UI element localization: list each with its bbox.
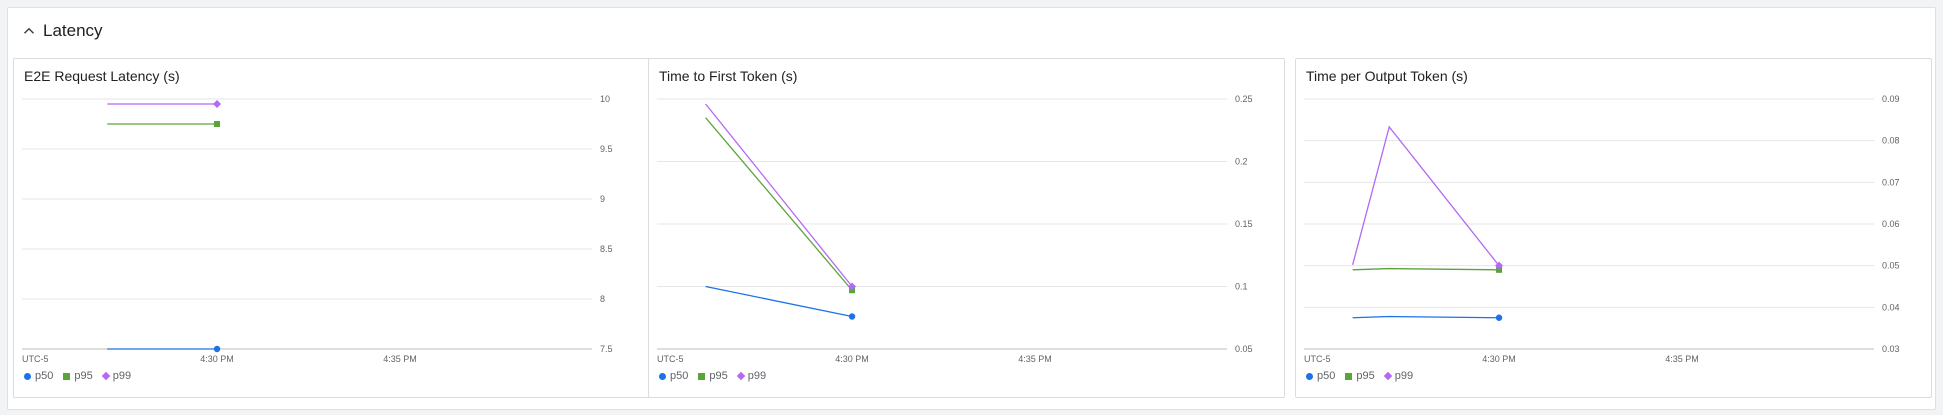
y-tick-label: 9 xyxy=(600,194,605,204)
series-line-p99 xyxy=(1352,125,1500,267)
y-tick-label: 0.06 xyxy=(1882,219,1900,229)
y-tick-label: 0.04 xyxy=(1882,302,1900,312)
legend-label: p50 xyxy=(35,370,54,382)
y-tick-label: 0.25 xyxy=(1235,94,1253,104)
legend-label: p95 xyxy=(74,370,93,382)
chart-title: E2E Request Latency (s) xyxy=(24,68,180,84)
y-tick-label: 0.15 xyxy=(1235,219,1253,229)
square-marker-icon xyxy=(1345,372,1353,380)
y-tick-label: 0.09 xyxy=(1882,94,1900,104)
legend-item-p95[interactable]: p95 xyxy=(63,370,93,382)
legend-label: p50 xyxy=(670,370,689,382)
circle-marker-icon xyxy=(1306,372,1313,380)
y-tick-label: 0.2 xyxy=(1235,157,1248,167)
series-line-p95 xyxy=(705,117,853,291)
chart-title: Time to First Token (s) xyxy=(659,68,798,84)
y-tick-label: 10 xyxy=(600,94,610,104)
chart-legend: p50 p95 p99 xyxy=(659,370,766,382)
e2e-latency-chart-card: E2E Request Latency (s) 10 9.5 9 8.5 8 7.5 UTC… xyxy=(13,58,650,398)
point-marker-p95 xyxy=(214,121,221,127)
square-marker-icon xyxy=(63,372,71,380)
x-tick-label: 4:35 PM xyxy=(1018,354,1052,364)
y-tick-label: 8.5 xyxy=(600,244,613,254)
diamond-marker-icon xyxy=(1383,371,1392,381)
legend-item-p95[interactable]: p95 xyxy=(1345,370,1375,382)
legend-label: p99 xyxy=(1394,370,1414,382)
point-marker-p50 xyxy=(213,345,221,353)
legend-label: p99 xyxy=(112,370,132,382)
legend-label: p99 xyxy=(747,370,767,382)
ttft-chart[interactable]: 0.25 0.2 0.15 0.1 0.05 UTC-5 4:30 PM 4:35 PM xyxy=(649,59,1286,399)
chart-title: Time per Output Token (s) xyxy=(1306,68,1468,84)
chart-legend: p50 p95 p99 xyxy=(24,370,131,382)
y-tick-label: 0.08 xyxy=(1882,136,1900,146)
x-tick-label: UTC-5 xyxy=(22,354,49,364)
series-line-p99 xyxy=(705,103,853,287)
series-line-p50 xyxy=(705,285,853,318)
legend-label: p95 xyxy=(709,370,728,382)
legend-item-p50[interactable]: p50 xyxy=(1306,370,1335,382)
diamond-marker-icon xyxy=(736,371,745,381)
x-tick-label: 4:30 PM xyxy=(1482,354,1516,364)
legend-item-p99[interactable]: p99 xyxy=(1383,370,1414,382)
legend-item-p99[interactable]: p99 xyxy=(736,370,767,382)
x-tick-label: UTC-5 xyxy=(657,354,684,364)
legend-label: p50 xyxy=(1317,370,1336,382)
chevron-up-icon[interactable] xyxy=(20,22,38,40)
y-tick-label: 8 xyxy=(600,294,605,304)
tpot-chart[interactable]: 0.09 0.08 0.07 0.06 0.05 0.04 0.03 UTC-5 4:30 PM… xyxy=(1296,59,1933,399)
chart-legend: p50 p95 p99 xyxy=(1306,370,1413,382)
point-marker-p99 xyxy=(848,282,857,291)
section-title: Latency xyxy=(43,21,103,40)
series-line-p50 xyxy=(1352,315,1500,319)
point-marker-p50 xyxy=(848,313,856,320)
y-tick-label: 0.05 xyxy=(1882,261,1900,271)
legend-item-p99[interactable]: p99 xyxy=(101,370,132,382)
x-tick-label: UTC-5 xyxy=(1304,354,1331,364)
circle-marker-icon xyxy=(24,372,31,380)
legend-item-p95[interactable]: p95 xyxy=(698,370,728,382)
square-marker-icon xyxy=(698,372,706,380)
section-header[interactable]: Latency xyxy=(8,8,1935,54)
y-tick-label: 0.03 xyxy=(1882,344,1900,354)
point-marker-p50 xyxy=(1495,314,1503,321)
x-tick-label: 4:30 PM xyxy=(200,354,234,364)
series-line-p95 xyxy=(1352,267,1500,271)
legend-item-p50[interactable]: p50 xyxy=(659,370,688,382)
y-tick-label: 7.5 xyxy=(600,344,613,354)
e2e-latency-chart[interactable]: 10 9.5 9 8.5 8 7.5 UTC-5 4:30 PM 4:35 PM xyxy=(14,59,651,399)
point-marker-p99 xyxy=(1495,261,1504,270)
y-tick-label: 0.1 xyxy=(1235,282,1248,292)
latency-section: Latency E2E Request Latency (s) 10 9.5 9 8.… xyxy=(7,7,1936,410)
x-tick-label: 4:35 PM xyxy=(383,354,417,364)
ttft-chart-card: Time to First Token (s) 0.25 0.2 0.15 0.1 0.… xyxy=(648,58,1285,398)
x-tick-label: 4:35 PM xyxy=(1665,354,1699,364)
legend-label: p95 xyxy=(1356,370,1375,382)
point-marker-p95 xyxy=(1496,266,1503,273)
x-tick-label: 4:30 PM xyxy=(835,354,869,364)
circle-marker-icon xyxy=(659,372,666,380)
y-tick-label: 9.5 xyxy=(600,144,613,154)
tpot-chart-card: Time per Output Token (s) 0.09 0.08 0.07 0.… xyxy=(1295,58,1932,398)
legend-item-p50[interactable]: p50 xyxy=(24,370,53,382)
y-tick-label: 0.07 xyxy=(1882,177,1900,187)
y-tick-label: 0.05 xyxy=(1235,344,1253,354)
diamond-marker-icon xyxy=(101,371,110,381)
point-marker-p99 xyxy=(213,100,222,108)
